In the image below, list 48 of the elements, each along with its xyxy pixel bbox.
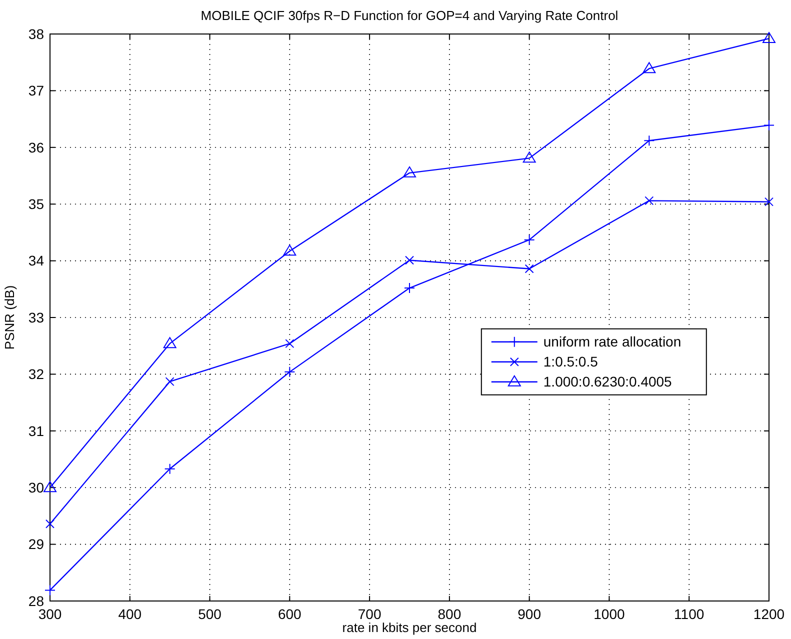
point [44,584,56,596]
point [522,152,536,163]
point [764,120,774,131]
y-tick-label: 36 [28,139,44,156]
point [163,337,176,348]
x-axis-title: rate in kbits per second [342,620,477,635]
point [644,196,654,206]
y-tick-label: 35 [28,196,44,212]
point [403,166,416,178]
chart-title: MOBILE QCIF 30fps R−D Function for GOP=4 and Varying Rate Control [200,8,618,23]
y-tick-label: 31 [28,422,44,439]
point [44,481,56,492]
point [165,377,174,386]
point [644,135,655,146]
point [164,463,176,474]
point [284,366,296,378]
point [405,256,414,265]
x-tick-label: 500 [198,606,222,622]
x-tick-label: 1000 [594,606,626,622]
y-tick-label: 33 [28,309,44,326]
x-tick-label: 1200 [753,606,785,622]
point [524,234,535,246]
point [764,197,774,206]
x-tick-label: 600 [278,606,302,622]
y-axis-title: PSNR (dB) [2,285,17,350]
legend-label: 1:0.5:0.5 [543,354,598,370]
x-tick-label: 400 [118,606,142,622]
y-tick-label: 34 [28,252,44,269]
x-tick-label: 700 [358,606,382,622]
y-tick-label: 29 [28,536,44,552]
y-tick-label: 38 [28,26,44,42]
point [283,244,296,256]
y-tick-label: 32 [28,366,44,382]
point [762,32,776,44]
y-tick-label: 37 [28,82,44,99]
point [404,282,415,294]
x-tick-label: 800 [438,606,462,622]
legend-label: uniform rate allocation [543,334,682,350]
x-tick-label: 1100 [674,606,704,622]
point [524,264,534,274]
point [285,339,294,348]
x-tick-label: 900 [518,606,542,622]
point [642,62,656,74]
y-tick-label: 28 [28,592,44,609]
legend-label: 1.000:0.6230:0.4005 [543,374,672,390]
x-tick-label: 300 [38,606,62,622]
y-tick-label: 30 [28,480,44,496]
point [46,519,54,528]
